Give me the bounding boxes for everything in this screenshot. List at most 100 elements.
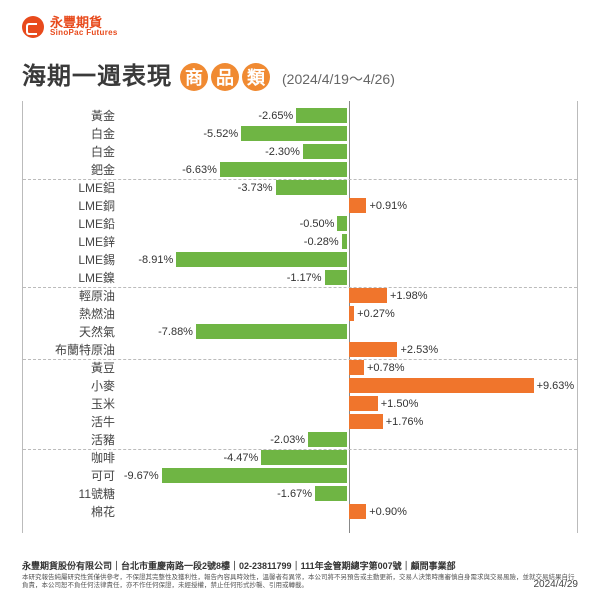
row-label: 活牛 xyxy=(23,413,119,431)
page-title: 海期一週表現 xyxy=(22,56,172,91)
title-pill: 品 xyxy=(211,63,239,91)
chart-row: 輕原油 +1.98% xyxy=(23,287,577,305)
chart-row: 熱燃油+0.27% xyxy=(23,305,577,323)
bar-value: -0.50% xyxy=(300,215,335,233)
footer: 永豐期貨股份有限公司｜台北市重慶南路一段2號8樓｜02-23811799｜111… xyxy=(22,561,578,590)
row-label: LME銅 xyxy=(23,197,119,215)
title-pill: 類 xyxy=(242,63,270,91)
row-label: 鈀金 xyxy=(23,161,119,179)
bar xyxy=(276,180,347,195)
bar xyxy=(349,198,366,213)
bar-value: -3.73% xyxy=(238,179,273,197)
row-label: 玉米 xyxy=(23,395,119,413)
chart-row: LME錫-8.91% xyxy=(23,251,577,269)
bar-value: +0.90% xyxy=(369,503,407,521)
row-label: 布蘭特原油 xyxy=(23,341,119,359)
bar xyxy=(296,108,347,123)
chart-row: 可可 -9.67% xyxy=(23,467,577,485)
bar xyxy=(162,468,347,483)
row-label: 黃金 xyxy=(23,107,119,125)
chart-plot-area: 黃金 -2.65% 白金 -5.52%白金-2.30%鈀金 -6.63% LME鋁 -3.7… xyxy=(23,101,577,533)
bar-value: -8.91% xyxy=(138,251,173,269)
chart-row: 天然氣 -7.88% xyxy=(23,323,577,341)
row-label: LME鎳 xyxy=(23,269,119,287)
row-label: 天然氣 xyxy=(23,323,119,341)
row-label: 輕原油 xyxy=(23,287,119,305)
bar xyxy=(349,342,397,357)
bar xyxy=(315,486,347,501)
bar xyxy=(220,162,347,177)
chart-row: 白金-2.30% xyxy=(23,143,577,161)
chart-row: 小麥 +9.63% xyxy=(23,377,577,395)
bar xyxy=(261,450,347,465)
bar-value: -2.65% xyxy=(258,107,293,125)
row-label: 活豬 xyxy=(23,431,119,449)
row-label: 白金 xyxy=(23,125,119,143)
bar xyxy=(349,288,387,303)
chart-row: 白金 -5.52% xyxy=(23,125,577,143)
row-label: 小麥 xyxy=(23,377,119,395)
page: 永豐期貨 SinoPac Futures 海期一週表現 商 品 類 (2024/… xyxy=(0,0,600,600)
bar xyxy=(349,378,534,393)
title-row: 海期一週表現 商 品 類 (2024/4/19～4/26) xyxy=(22,56,578,91)
chart-row: 鈀金 -6.63% xyxy=(23,161,577,179)
bar-value: -2.30% xyxy=(265,143,300,161)
title-pills: 商 品 類 xyxy=(180,63,270,91)
bar-value: -1.67% xyxy=(277,485,312,503)
bar-value: +1.98% xyxy=(390,287,428,305)
bar-value: +0.91% xyxy=(369,197,407,215)
title-date-range: (2024/4/19～4/26) xyxy=(282,69,395,89)
bar-value: +9.63% xyxy=(537,377,575,395)
logo-mark-icon xyxy=(22,16,44,38)
row-label: 黃豆 xyxy=(23,359,119,377)
chart-row: LME鎳 -1.17% xyxy=(23,269,577,287)
chart-row: 11號糖 -1.67% xyxy=(23,485,577,503)
bar-value: -7.88% xyxy=(158,323,193,341)
chart-row: 咖啡 -4.47% xyxy=(23,449,577,467)
bar-value: -5.52% xyxy=(203,125,238,143)
logo-text-en: SinoPac Futures xyxy=(50,29,118,38)
chart-row: LME銅 +0.91% xyxy=(23,197,577,215)
chart-row: LME鉛 -0.50% xyxy=(23,215,577,233)
chart-row: LME鋁 -3.73% xyxy=(23,179,577,197)
bar xyxy=(176,252,347,267)
bar xyxy=(196,324,347,339)
chart-row: 活豬 -2.03% xyxy=(23,431,577,449)
row-label: LME鋁 xyxy=(23,179,119,197)
chart-row: 玉米 +1.50% xyxy=(23,395,577,413)
bar xyxy=(349,414,383,429)
footer-company-line: 永豐期貨股份有限公司｜台北市重慶南路一段2號8樓｜02-23811799｜111… xyxy=(22,561,578,573)
bar-value: -9.67% xyxy=(124,467,159,485)
chart-row: 布蘭特原油 +2.53% xyxy=(23,341,577,359)
bar xyxy=(349,504,366,519)
bar xyxy=(308,432,347,447)
chart-row: LME鋅 -0.28% xyxy=(23,233,577,251)
bar xyxy=(241,126,347,141)
bar xyxy=(337,216,347,231)
chart-row: 黃豆+0.78% xyxy=(23,359,577,377)
row-label: 可可 xyxy=(23,467,119,485)
bar-value: -6.63% xyxy=(182,161,217,179)
bar-value: +1.50% xyxy=(381,395,419,413)
row-label: LME鋅 xyxy=(23,233,119,251)
bar-value: -0.28% xyxy=(304,233,339,251)
chart-row: 黃金 -2.65% xyxy=(23,107,577,125)
chart-row: 活牛+1.76% xyxy=(23,413,577,431)
bar xyxy=(342,234,347,249)
bar-value: +2.53% xyxy=(400,341,438,359)
row-label: 棉花 xyxy=(23,503,119,521)
bar-value: +0.27% xyxy=(357,305,395,323)
footer-disclaimer: 本研究報告純屬研究性質僅供參考，不保證其完整性及獲利性，報告內容具時效性，溫馨者… xyxy=(22,574,578,590)
row-label: LME鉛 xyxy=(23,215,119,233)
bar xyxy=(349,306,354,321)
bar-value: -1.17% xyxy=(287,269,322,287)
row-label: 11號糖 xyxy=(23,485,119,503)
bar-value: -2.03% xyxy=(270,431,305,449)
brand-logo: 永豐期貨 SinoPac Futures xyxy=(22,16,578,38)
commodity-bar-chart: 黃金 -2.65% 白金 -5.52%白金-2.30%鈀金 -6.63% LME鋁 -3.7… xyxy=(22,101,578,533)
bar-value: -4.47% xyxy=(223,449,258,467)
bar xyxy=(349,396,378,411)
logo-text: 永豐期貨 SinoPac Futures xyxy=(50,16,118,38)
chart-row: 棉花 +0.90% xyxy=(23,503,577,521)
row-label: 咖啡 xyxy=(23,449,119,467)
